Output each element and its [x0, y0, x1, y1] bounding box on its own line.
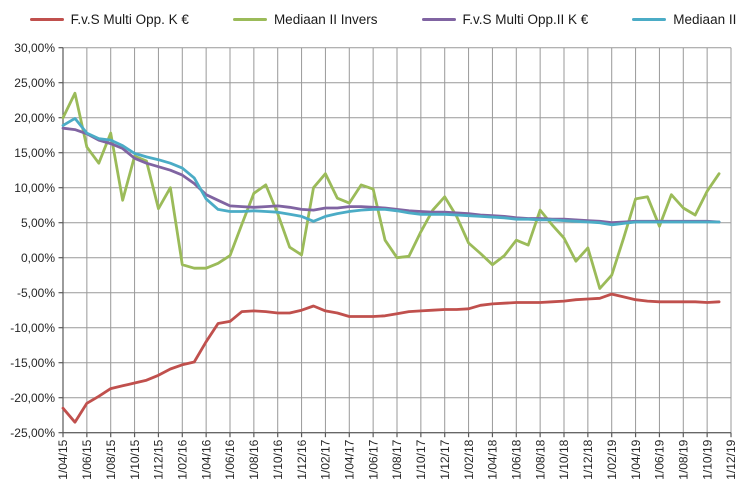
axes — [58, 47, 732, 438]
legend-item-mediaan-ii-invers: Mediaan II Invers — [232, 11, 378, 27]
y-tick-label: -5,00% — [17, 286, 55, 300]
x-tick-label: 1/08/15 — [104, 439, 118, 479]
legend-item-mediaan-ii: Mediaan II — [632, 12, 736, 27]
legend-swatch-cyan — [632, 17, 667, 21]
x-tick-label: 1/06/19 — [653, 439, 667, 479]
x-tick-label: 1/06/15 — [80, 439, 94, 479]
x-gridlines — [62, 47, 732, 433]
x-tick-label: 1/08/17 — [390, 439, 404, 479]
x-tick-label: 1/08/16 — [247, 439, 261, 479]
y-tick-label: 25,00% — [14, 76, 55, 90]
y-tick-label: 10,00% — [14, 181, 55, 195]
y-tick-label: -25,00% — [10, 426, 55, 440]
legend-label: Mediaan II Invers — [273, 11, 378, 27]
y-tick-label: 0,00% — [21, 251, 55, 265]
y-tick-label: 30,00% — [14, 41, 55, 55]
legend-item-fvs-multi-opp-ii-k-eur: F.v.S Multi Opp.II K € — [421, 11, 589, 27]
x-tick-label: 1/02/18 — [462, 439, 476, 479]
y-tick-label: -15,00% — [10, 356, 55, 370]
x-tick-label: 1/04/19 — [629, 439, 643, 479]
series-line-2 — [61, 126, 721, 225]
y-tick-label: -10,00% — [10, 321, 55, 335]
y-tick-label: 15,00% — [14, 146, 55, 160]
legend-label: Mediaan II — [673, 11, 737, 27]
x-tick-label: 1/06/16 — [223, 439, 237, 479]
x-tick-label: 1/12/18 — [581, 439, 595, 479]
y-tick-label: 20,00% — [14, 111, 55, 125]
x-tick-label: 1/12/16 — [295, 439, 309, 479]
legend-label: F.v.S Multi Opp. K € — [70, 11, 189, 27]
legend-item-fvs-multi-opp-k-eur: F.v.S Multi Opp. K € — [29, 11, 189, 27]
x-tick-label: 1/12/19 — [724, 439, 738, 479]
chart-legend: F.v.S Multi Opp. K € Mediaan II Invers F… — [14, 4, 738, 34]
x-tick-label: 1/02/17 — [319, 439, 333, 479]
y-axis-labels: 30,00% 25,00% 20,00% 15,00% 10,00% 5,00% 0,00%… — [10, 41, 55, 440]
series-line-3 — [61, 117, 721, 227]
x-tick-label: 1/02/19 — [605, 439, 619, 479]
x-axis-labels: 1/04/15 1/06/15 1/08/15 1/10/15 1/12/15 1/02/… — [56, 439, 738, 479]
legend-label: F.v.S Multi Opp.II K € — [462, 11, 589, 27]
x-tick-label: 1/04/16 — [199, 439, 213, 479]
x-tick-label: 1/10/18 — [557, 439, 571, 479]
x-tick-label: 1/10/17 — [414, 439, 428, 479]
y-tick-label: -20,00% — [10, 391, 55, 405]
legend-swatch-green — [232, 17, 267, 21]
series-line-1 — [61, 91, 721, 290]
series-line-0 — [61, 292, 721, 424]
x-tick-label: 1/06/17 — [366, 439, 380, 479]
x-tick-label: 1/04/18 — [486, 439, 500, 479]
x-tick-label: 1/04/15 — [56, 439, 70, 479]
x-tick-label: 1/12/17 — [438, 439, 452, 479]
x-tick-label: 1/08/18 — [533, 439, 547, 479]
x-tick-label: 1/10/16 — [271, 439, 285, 479]
x-tick-label: 1/04/17 — [342, 439, 356, 479]
x-tick-label: 1/12/15 — [152, 439, 166, 479]
legend-swatch-red — [29, 17, 64, 21]
x-tick-label: 1/08/19 — [676, 439, 690, 479]
legend-swatch-purple — [421, 17, 456, 21]
x-tick-label: 1/06/18 — [509, 439, 523, 479]
x-tick-label: 1/10/19 — [700, 439, 714, 479]
x-tick-label: 1/02/16 — [175, 439, 189, 479]
y-tick-label: 5,00% — [21, 216, 55, 230]
x-tick-label: 1/10/15 — [128, 439, 142, 479]
